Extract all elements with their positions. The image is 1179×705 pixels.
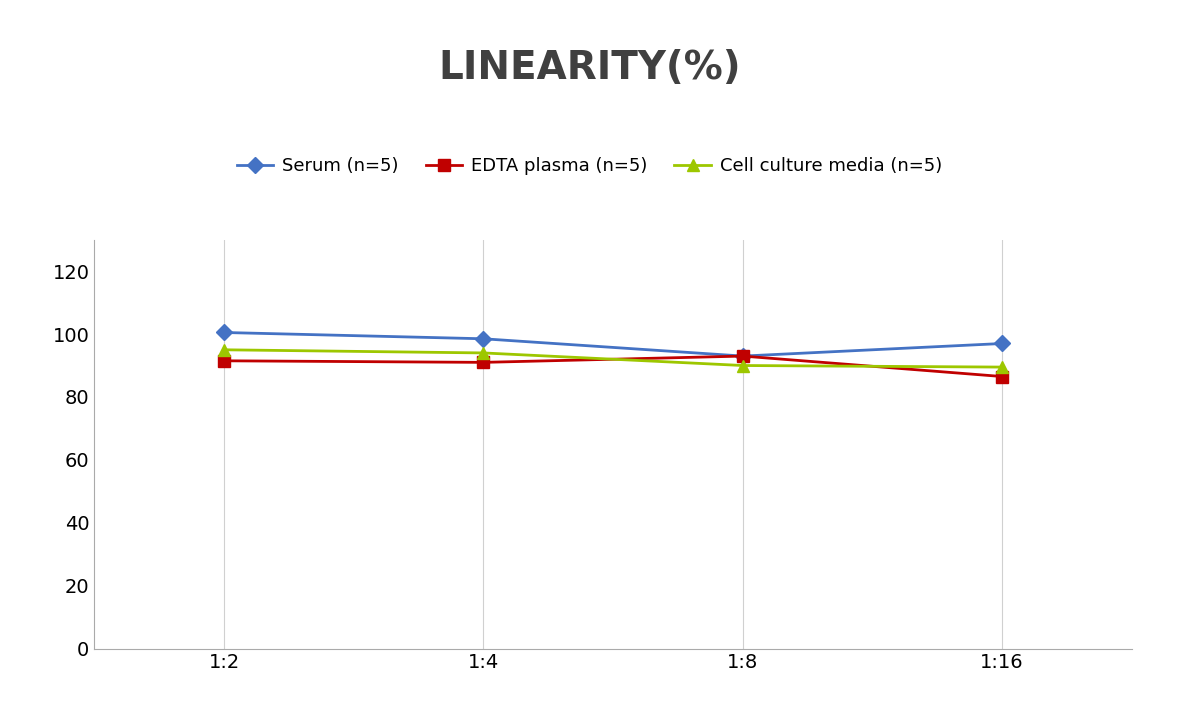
Cell culture media (n=5) bbox=[736, 361, 750, 369]
Legend: Serum (n=5), EDTA plasma (n=5), Cell culture media (n=5): Serum (n=5), EDTA plasma (n=5), Cell cul… bbox=[230, 150, 949, 183]
Cell culture media (n=5) bbox=[217, 345, 231, 354]
Serum (n=5) bbox=[476, 335, 490, 343]
Serum (n=5) bbox=[217, 329, 231, 337]
Cell culture media (n=5) bbox=[995, 363, 1009, 372]
EDTA plasma (n=5) bbox=[736, 352, 750, 360]
Serum (n=5) bbox=[736, 352, 750, 360]
Serum (n=5) bbox=[995, 339, 1009, 348]
Line: Serum (n=5): Serum (n=5) bbox=[218, 327, 1008, 362]
Line: Cell culture media (n=5): Cell culture media (n=5) bbox=[218, 344, 1008, 373]
EDTA plasma (n=5) bbox=[217, 357, 231, 365]
EDTA plasma (n=5) bbox=[476, 358, 490, 367]
Text: LINEARITY(%): LINEARITY(%) bbox=[439, 49, 740, 87]
Line: EDTA plasma (n=5): EDTA plasma (n=5) bbox=[218, 350, 1008, 382]
Cell culture media (n=5) bbox=[476, 349, 490, 357]
EDTA plasma (n=5) bbox=[995, 372, 1009, 381]
